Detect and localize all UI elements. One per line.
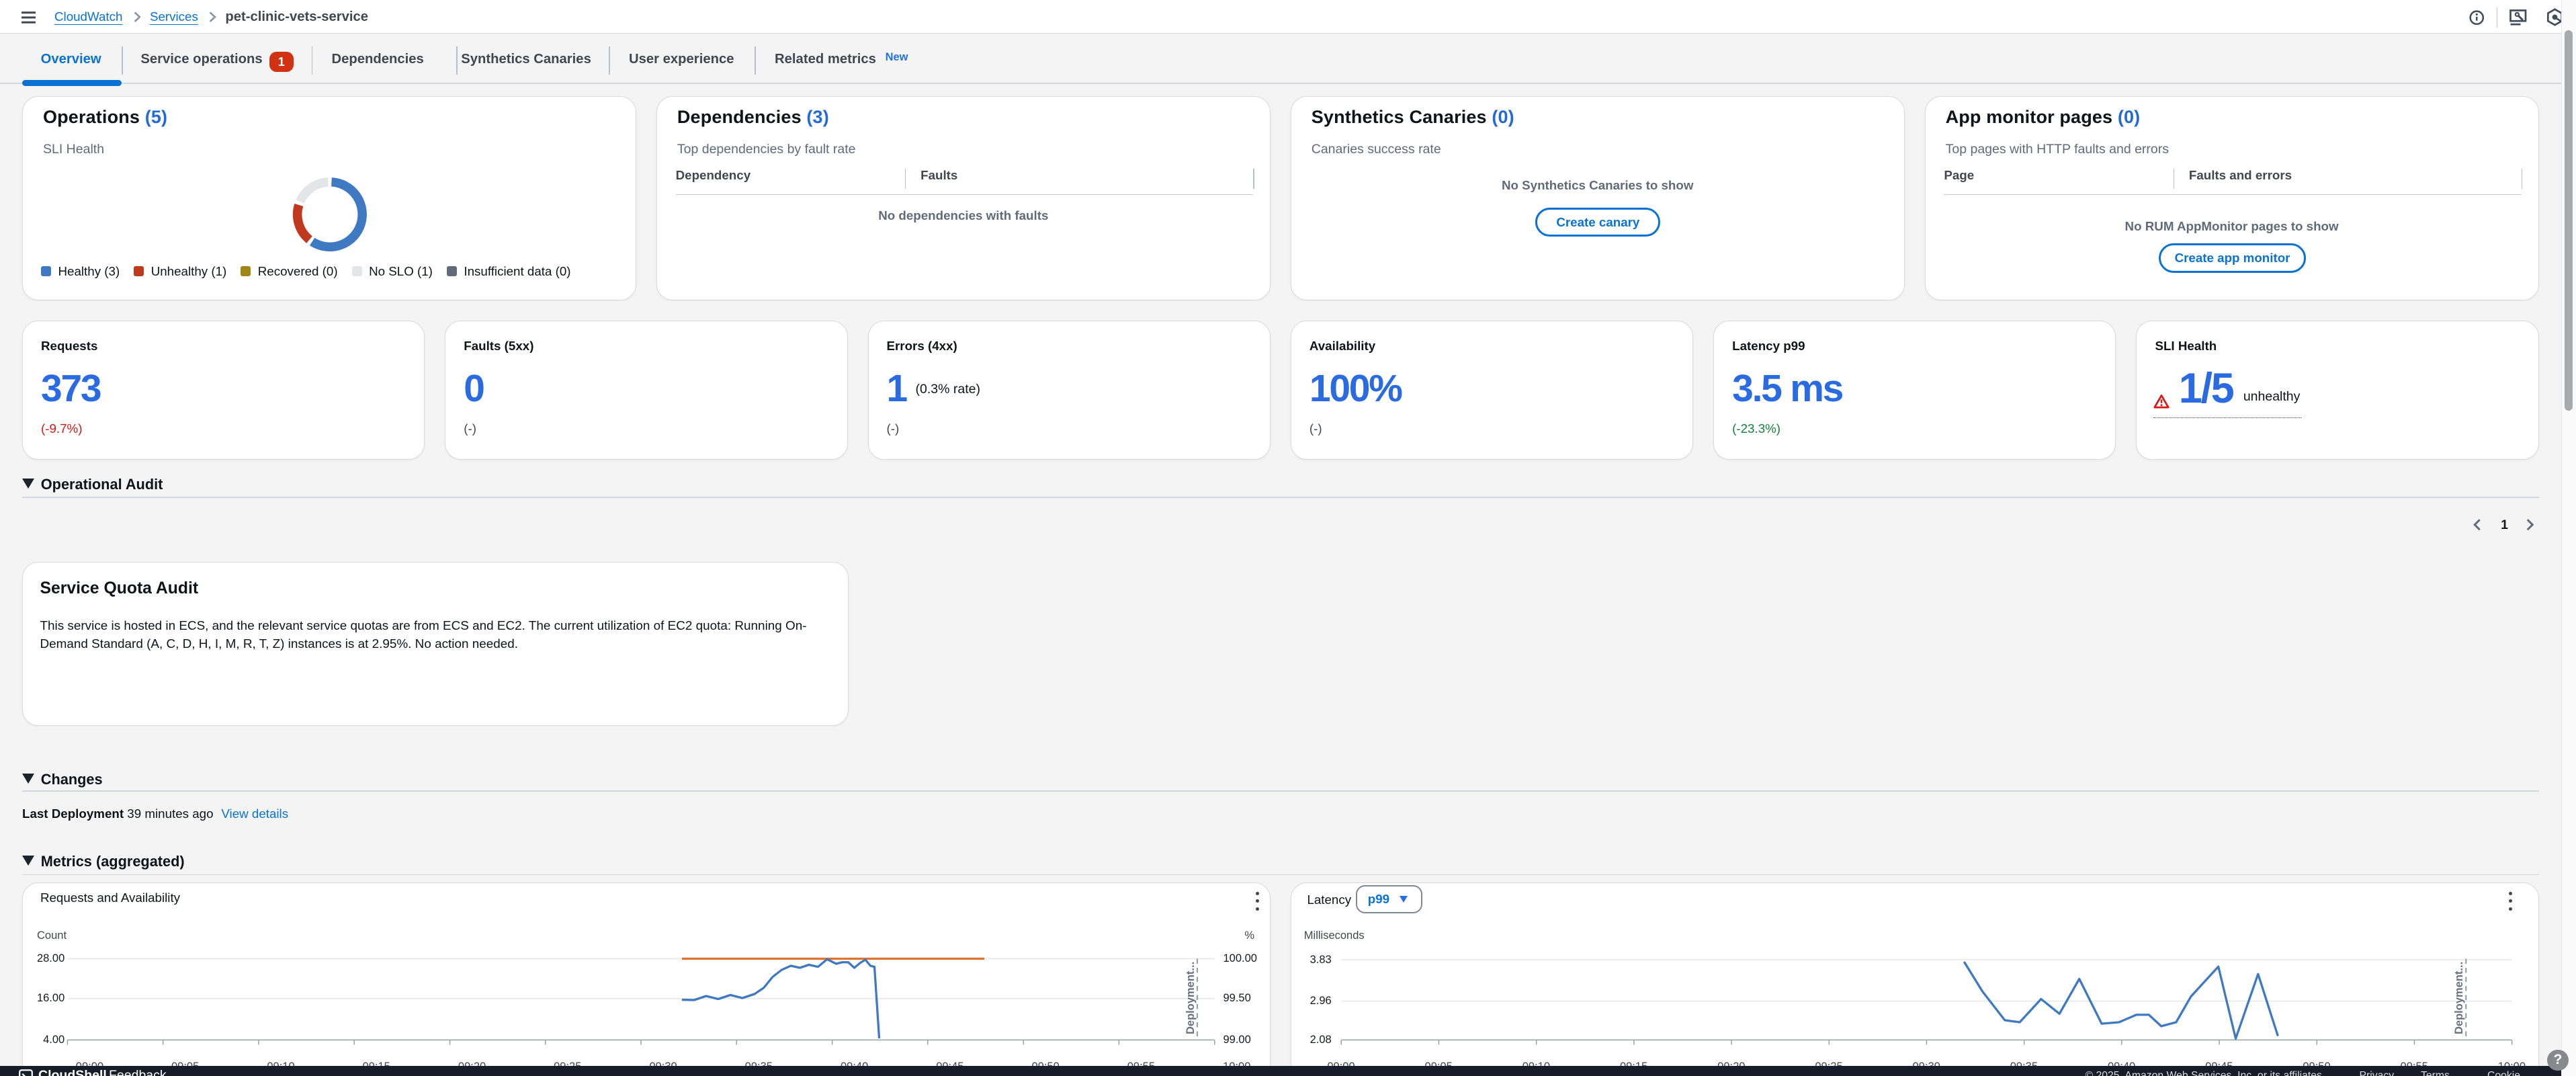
svg-text:Deployment...: Deployment... xyxy=(1185,961,1197,1034)
svg-text:Deployment...: Deployment... xyxy=(2453,961,2465,1034)
